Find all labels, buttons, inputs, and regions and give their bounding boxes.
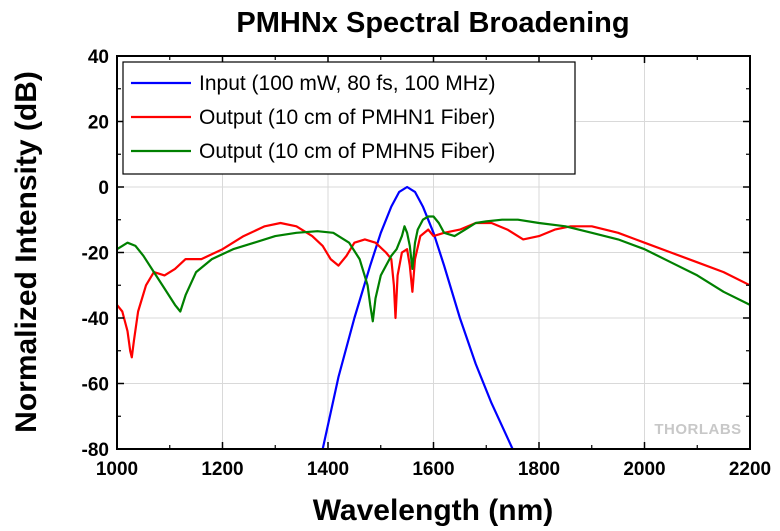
watermark-text: THORLABS: [654, 421, 741, 438]
y-tick-label: -60: [82, 375, 109, 396]
legend-label-3: Output (10 cm of PMHN5 Fiber): [199, 140, 495, 163]
legend-label-2: Output (10 cm of PMHN1 Fiber): [199, 106, 495, 129]
y-tick-label: -40: [82, 309, 109, 330]
x-tick-label: 2000: [623, 459, 665, 480]
axis-ticks: 1000 1200 1400 1600 1800 2000 2200 -80 -60 -40 -20…: [82, 47, 772, 480]
series-line-2: [117, 221, 750, 359]
chart-title: PMHNx Spectral Broadening: [236, 7, 629, 39]
data-series-group: [117, 185, 750, 449]
x-tick-label: 1400: [307, 459, 349, 480]
x-tick-label: 1000: [96, 459, 138, 480]
y-tick-label: 0: [98, 178, 109, 199]
y-tick-label: -80: [82, 440, 109, 461]
y-axis-title: Normalized Intensity (dB): [10, 71, 43, 433]
legend-box: [122, 61, 576, 175]
x-tick-label: 1800: [518, 459, 560, 480]
y-tick-label: 20: [88, 113, 109, 134]
x-tick-label: 1200: [201, 459, 243, 480]
y-tick-label: -20: [82, 244, 109, 265]
x-tick-label: 1600: [412, 459, 454, 480]
watermark-logo: THORLABS: [654, 421, 741, 438]
x-tick-label: 2200: [729, 459, 771, 480]
y-tick-label: 40: [88, 47, 109, 68]
series-line-3: [117, 215, 750, 323]
x-axis-title: Wavelength (nm): [313, 494, 554, 527]
legend: Input (100 mW, 80 fs, 100 MHz) Output (10…: [122, 61, 576, 175]
series-line-1: [321, 185, 514, 449]
legend-label-1: Input (100 mW, 80 fs, 100 MHz): [199, 72, 495, 95]
